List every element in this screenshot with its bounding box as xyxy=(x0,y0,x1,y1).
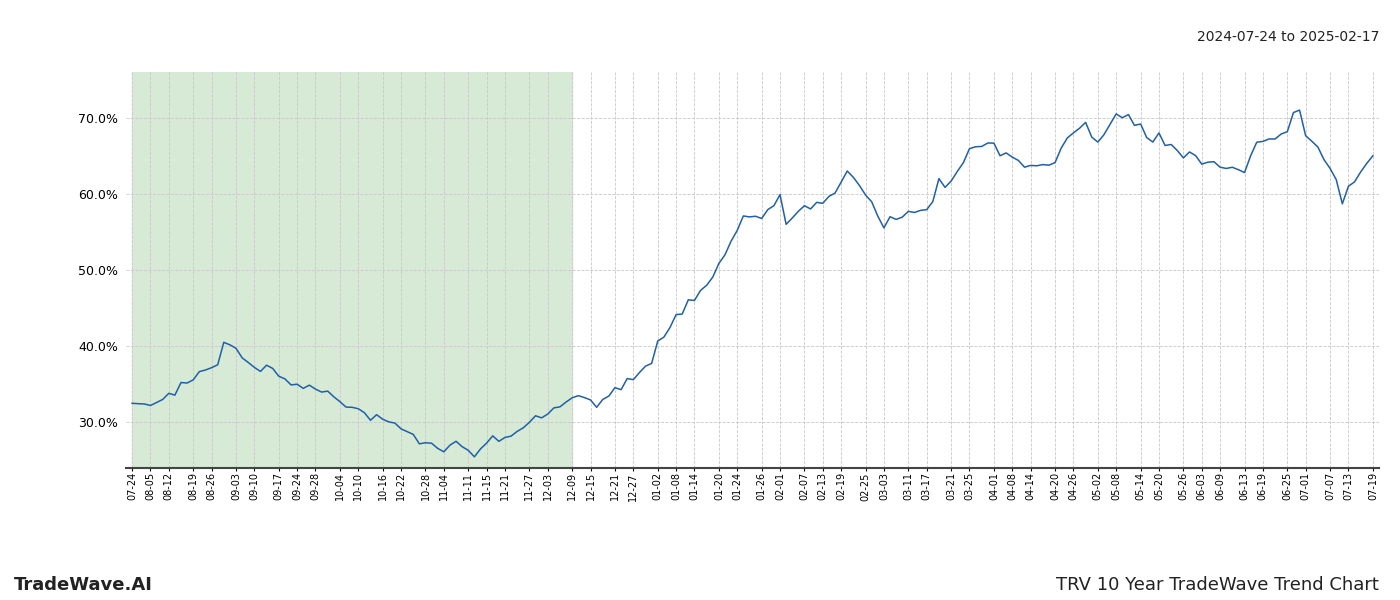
Text: TRV 10 Year TradeWave Trend Chart: TRV 10 Year TradeWave Trend Chart xyxy=(1056,576,1379,594)
Text: TradeWave.AI: TradeWave.AI xyxy=(14,576,153,594)
Text: 2024-07-24 to 2025-02-17: 2024-07-24 to 2025-02-17 xyxy=(1197,30,1379,44)
Bar xyxy=(132,72,573,468)
